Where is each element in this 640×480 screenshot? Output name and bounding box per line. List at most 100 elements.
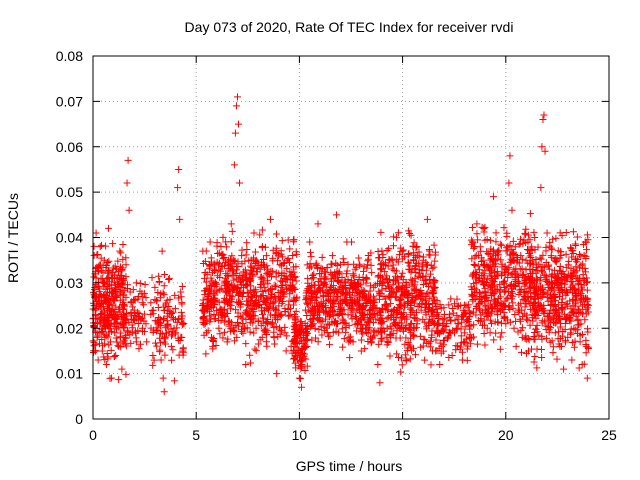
- data-point: [557, 284, 565, 292]
- data-point: [229, 256, 237, 264]
- x-tick-label: 10: [292, 427, 308, 443]
- data-point: [204, 306, 212, 314]
- data-point: [438, 342, 446, 350]
- data-point: [573, 296, 581, 304]
- data-point: [238, 260, 246, 268]
- data-point: [155, 278, 163, 286]
- data-point: [104, 353, 112, 361]
- data-point: [549, 306, 557, 314]
- data-point: [537, 302, 545, 310]
- data-point: [549, 343, 557, 351]
- data-point: [419, 272, 427, 280]
- data-point: [544, 312, 552, 320]
- data-point: [564, 261, 572, 269]
- data-point: [496, 281, 504, 289]
- data-point: [526, 321, 534, 329]
- data-point: [232, 102, 240, 110]
- data-point: [537, 293, 545, 301]
- data-point: [113, 315, 121, 323]
- data-point: [105, 266, 113, 274]
- data-point: [375, 295, 383, 303]
- data-point: [527, 292, 535, 300]
- data-point: [304, 300, 312, 308]
- data-point: [448, 351, 456, 359]
- data-point: [339, 284, 347, 292]
- data-point: [223, 277, 231, 285]
- data-point: [375, 271, 383, 279]
- data-point: [555, 328, 563, 336]
- data-point: [515, 279, 523, 287]
- data-point: [384, 337, 392, 345]
- data-point: [434, 315, 442, 323]
- data-point: [425, 315, 433, 323]
- data-point: [96, 320, 104, 328]
- data-point: [304, 285, 312, 293]
- data-point: [154, 288, 162, 296]
- data-point: [558, 232, 566, 240]
- data-point: [245, 257, 253, 265]
- data-point: [114, 342, 122, 350]
- data-point: [218, 250, 226, 258]
- data-point: [496, 288, 504, 296]
- data-point: [137, 315, 145, 323]
- data-point: [261, 327, 269, 335]
- data-point: [208, 333, 216, 341]
- data-point: [410, 287, 418, 295]
- data-point: [505, 263, 513, 271]
- data-point: [385, 245, 393, 253]
- data-point: [367, 261, 375, 269]
- data-point: [324, 320, 332, 328]
- data-point: [92, 229, 100, 237]
- data-point: [117, 329, 125, 337]
- data-point: [407, 231, 415, 239]
- data-point: [402, 357, 410, 365]
- data-point: [287, 342, 295, 350]
- data-point: [533, 288, 541, 296]
- data-point: [93, 251, 101, 259]
- data-point: [474, 262, 482, 270]
- data-point: [569, 228, 577, 236]
- data-point: [376, 379, 384, 387]
- data-point: [168, 330, 176, 338]
- data-point: [515, 240, 523, 248]
- data-point: [257, 273, 265, 281]
- data-point: [95, 292, 103, 300]
- data-point: [272, 305, 280, 313]
- data-point: [472, 311, 480, 319]
- data-point: [514, 278, 522, 286]
- data-point: [230, 328, 238, 336]
- data-point: [284, 254, 292, 262]
- data-point: [136, 280, 144, 288]
- data-point: [434, 329, 442, 337]
- data-point: [213, 239, 221, 247]
- data-point: [531, 234, 539, 241]
- data-point: [480, 225, 488, 233]
- data-point: [357, 336, 365, 344]
- data-point: [306, 308, 314, 316]
- data-point: [551, 266, 559, 274]
- data-point: [251, 299, 259, 307]
- data-point: [527, 254, 535, 262]
- data-point: [447, 317, 455, 325]
- data-point: [115, 305, 123, 313]
- data-point: [246, 359, 254, 367]
- data-point: [215, 324, 223, 332]
- data-point: [568, 253, 576, 261]
- data-point: [216, 274, 224, 282]
- data-point: [109, 288, 117, 296]
- data-point: [579, 302, 587, 310]
- data-point: [558, 299, 566, 307]
- data-point: [99, 268, 107, 276]
- data-point: [336, 269, 344, 277]
- data-point: [110, 353, 118, 361]
- data-point: [345, 333, 353, 341]
- data-point: [94, 250, 102, 258]
- data-point: [426, 338, 434, 346]
- data-point: [562, 250, 570, 258]
- data-point: [561, 338, 569, 346]
- data-point: [260, 280, 268, 288]
- data-point: [542, 271, 550, 279]
- data-point: [300, 350, 308, 358]
- data-point: [539, 290, 547, 298]
- data-point: [574, 316, 582, 324]
